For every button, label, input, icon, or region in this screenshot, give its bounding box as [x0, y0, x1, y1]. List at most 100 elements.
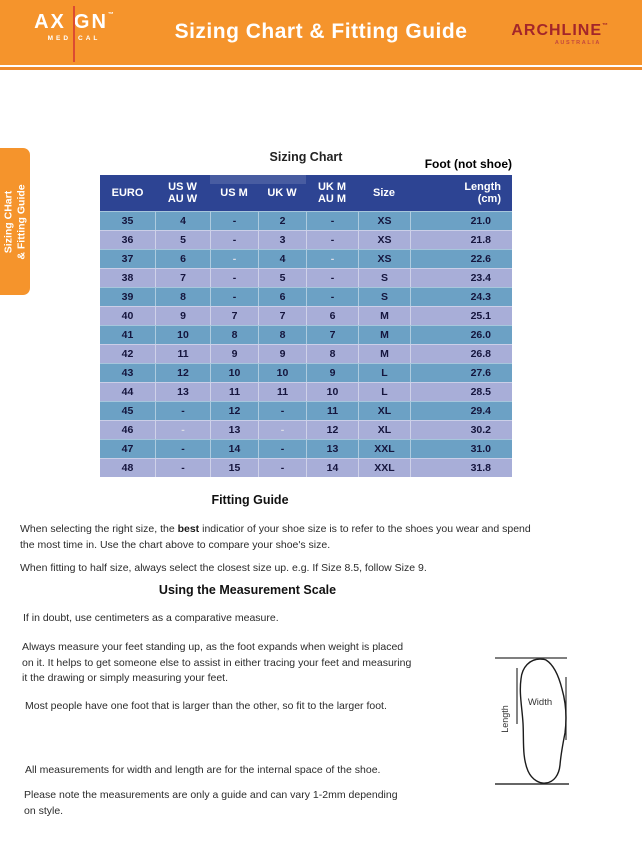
table-cell: 6 — [306, 306, 358, 325]
table-cell: M — [358, 325, 410, 344]
table-cell: 7 — [306, 325, 358, 344]
table-cell: - — [306, 249, 358, 268]
table-cell: 46 — [100, 420, 155, 439]
table-cell: 35 — [100, 211, 155, 230]
table-cell: 8 — [155, 287, 210, 306]
table-cell: 22.6 — [410, 249, 512, 268]
table-cell: 10 — [210, 363, 258, 382]
column-header: EURO — [111, 186, 144, 199]
header-divider-rule — [0, 67, 642, 70]
sidebar-tab-line2: & Fitting Guide — [15, 183, 27, 260]
trademark-symbol: ™ — [602, 23, 608, 29]
table-cell: - — [210, 230, 258, 249]
table-cell: M — [358, 344, 410, 363]
axign-red-line-icon — [73, 6, 75, 62]
foot-not-shoe-label: Foot (not shoe) — [424, 157, 512, 171]
table-row: 44 13 11 11 10 L 28.5 — [100, 382, 512, 401]
column-header: Length (cm) — [464, 180, 501, 206]
measurement-paragraph-2: Always measure your feet standing up, as… — [22, 641, 412, 684]
table-cell: 10 — [155, 325, 210, 344]
table-cell: 11 — [155, 344, 210, 363]
foot-outline — [519, 658, 567, 784]
bold-word: best — [177, 523, 200, 535]
sizing-table: EURO US W AU W US M UK W UK M AU M Size Length… — [100, 175, 512, 477]
table-cell: - — [210, 211, 258, 230]
table-cell: 31.8 — [410, 458, 512, 477]
table-cell: - — [306, 268, 358, 287]
table-cell: - — [258, 439, 306, 458]
table-cell: 28.5 — [410, 382, 512, 401]
table-cell: - — [210, 268, 258, 287]
table-cell: - — [155, 458, 210, 477]
table-cell: 21.0 — [410, 211, 512, 230]
table-cell: 9 — [210, 344, 258, 363]
axign-wordmark: AX GN ™ — [26, 11, 122, 33]
table-cell: M — [358, 306, 410, 325]
column-header: US M — [220, 186, 248, 199]
table-row: 48-15-14 XXL 31.8 — [100, 458, 512, 477]
table-cell: - — [258, 420, 306, 439]
table-cell: 7 — [258, 306, 306, 325]
table-cell: 6 — [258, 287, 306, 306]
sidebar-tab: Sizing CHart & Fitting Guide — [0, 148, 30, 295]
table-cell: 5 — [258, 268, 306, 287]
table-cell: 7 — [210, 306, 258, 325]
table-row: 42 11 9 9 8 M 26.8 — [100, 344, 512, 363]
table-row: 40 9 7 7 6 M 25.1 — [100, 306, 512, 325]
table-cell: XS — [358, 211, 410, 230]
table-cell: 36 — [100, 230, 155, 249]
page-title: Sizing Chart & Fitting Guide — [174, 20, 468, 43]
table-cell: L — [358, 382, 410, 401]
table-row: 36 5-3- XS 21.8 — [100, 230, 512, 249]
length-label: Length — [500, 705, 510, 733]
table-cell: 7 — [155, 268, 210, 287]
table-cell: 26.8 — [410, 344, 512, 363]
measurement-paragraph-1: If in doubt, use centimeters as a compar… — [23, 612, 279, 624]
table-cell: 8 — [210, 325, 258, 344]
table-cell: 9 — [306, 363, 358, 382]
table-cell: 29.4 — [410, 401, 512, 420]
table-cell: 4 — [258, 249, 306, 268]
archline-logo: ARCHLINE ™ AUSTRALIA — [511, 22, 608, 47]
table-cell: 11 — [210, 382, 258, 401]
table-cell: 13 — [210, 420, 258, 439]
table-cell: 37 — [100, 249, 155, 268]
fitting-guide-paragraph-2: When fitting to half size, always select… — [20, 562, 427, 574]
table-cell: 8 — [306, 344, 358, 363]
table-cell: 4 — [155, 211, 210, 230]
table-cell: XS — [358, 230, 410, 249]
table-cell: S — [358, 268, 410, 287]
archline-text: ARCHLINE — [511, 22, 602, 39]
column-header: US W AU W — [167, 180, 198, 206]
table-cell: 12 — [306, 420, 358, 439]
fitting-guide-heading: Fitting Guide — [211, 493, 289, 507]
table-cell: 39 — [100, 287, 155, 306]
sidebar-tab-label: Sizing CHart & Fitting Guide — [3, 148, 28, 295]
sizing-chart-title: Sizing Chart — [269, 150, 343, 164]
table-body: 35 4-2- XS 21.0 36 5-3- XS 21.8 37 6-4- XS 22.6 38 7-… — [100, 211, 512, 477]
table-cell: - — [210, 249, 258, 268]
table-row: 39 8-6- S 24.3 — [100, 287, 512, 306]
table-cell: L — [358, 363, 410, 382]
table-cell: 10 — [306, 382, 358, 401]
table-cell: 14 — [210, 439, 258, 458]
table-cell: 40 — [100, 306, 155, 325]
table-row: 37 6-4- XS 22.6 — [100, 249, 512, 268]
table-row: 45-12-11 XL 29.4 — [100, 401, 512, 420]
table-cell: - — [258, 401, 306, 420]
axign-text-left: AX — [34, 11, 66, 33]
table-cell: 42 — [100, 344, 155, 363]
table-cell: 25.1 — [410, 306, 512, 325]
table-cell: - — [155, 420, 210, 439]
medical-text-left: MED — [47, 35, 72, 42]
table-cell: 44 — [100, 382, 155, 401]
paragraph-text: indicatior of your shoe size is to refer… — [20, 523, 531, 551]
table-cell: 31.0 — [410, 439, 512, 458]
table-cell: 6 — [155, 249, 210, 268]
table-cell: 43 — [100, 363, 155, 382]
table-cell: 11 — [306, 401, 358, 420]
table-cell: - — [258, 458, 306, 477]
table-cell: 23.4 — [410, 268, 512, 287]
table-row: 47-14-13 XXL 31.0 — [100, 439, 512, 458]
measurement-paragraph-4: All measurements for width and length ar… — [25, 764, 381, 776]
